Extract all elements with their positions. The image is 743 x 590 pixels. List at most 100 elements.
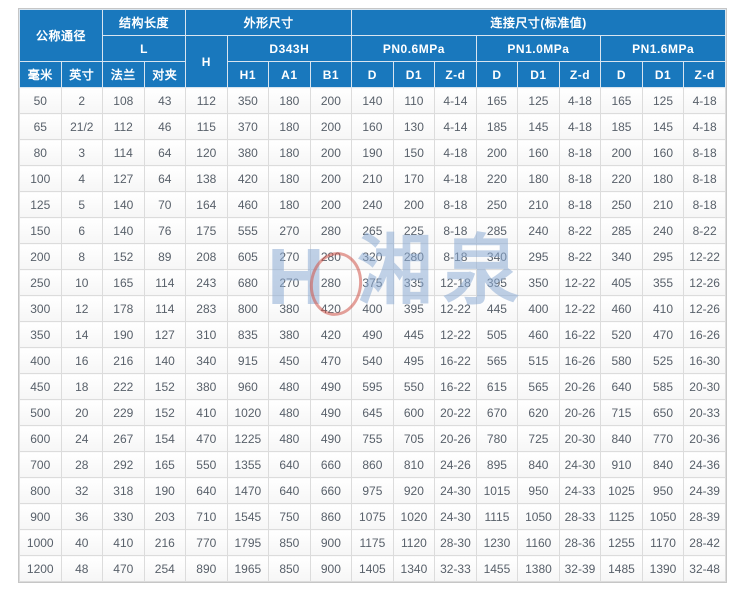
table-cell-B1: 660 <box>309 451 353 478</box>
table-cell-pn10_Zd: 8-22 <box>558 217 602 244</box>
table-cell-B1: 900 <box>309 555 353 582</box>
table-cell-H: 380 <box>185 373 228 400</box>
table-cell-B1: 900 <box>309 529 353 556</box>
table-cell-H: 208 <box>185 243 228 270</box>
table-cell-pn16_D1: 1170 <box>641 529 685 556</box>
table-cell-H1: 605 <box>226 243 270 270</box>
table-cell-H1: 555 <box>226 217 270 244</box>
table-cell-pn16_D: 640 <box>600 373 643 400</box>
table-cell-L_wafer: 140 <box>143 347 187 374</box>
table-cell-A1: 850 <box>268 529 311 556</box>
table-cell-pn10_Zd: 32-39 <box>558 555 602 582</box>
table-cell-pn06_D1: 130 <box>392 113 436 140</box>
header-cell: H1 <box>226 61 270 88</box>
table-cell-pn16_D: 1025 <box>600 477 643 504</box>
table-cell-pn10_D1: 460 <box>517 321 560 348</box>
table-cell-B1: 420 <box>309 295 353 322</box>
header-cell: Z-d <box>434 61 477 88</box>
table-row: 350 14 190 127 310 835 380 420 490 445 12-22 505 460… <box>19 321 726 348</box>
table-cell-pn16_Zd: 8-22 <box>683 217 726 244</box>
table-cell-pn16_D: 520 <box>600 321 643 348</box>
table-cell-A1: 270 <box>268 243 311 270</box>
table-cell-dn_mm: 1000 <box>19 529 62 556</box>
table-cell-pn16_D1: 1050 <box>641 503 685 530</box>
header-cell: D1 <box>517 61 560 88</box>
header-cell: PN1.6MPa <box>600 35 726 62</box>
table-cell-pn16_D: 250 <box>600 191 643 218</box>
table-cell-pn06_D: 320 <box>351 243 394 270</box>
table-cell-A1: 480 <box>268 425 311 452</box>
table-cell-H1: 420 <box>226 165 270 192</box>
table-cell-H1: 680 <box>226 269 270 296</box>
table-cell-pn16_Zd: 4-18 <box>683 113 726 140</box>
table-cell-pn16_D1: 650 <box>641 399 685 426</box>
table-cell-pn06_Zd: 12-22 <box>434 321 477 348</box>
table-cell-H: 112 <box>185 87 228 114</box>
table-row: 1000 40 410 216 770 1795 850 900 1175 1120 28-30 12… <box>19 529 726 556</box>
table-cell-pn06_D: 755 <box>351 425 394 452</box>
table-cell-B1: 200 <box>309 113 353 140</box>
table-cell-pn10_Zd: 4-18 <box>558 87 602 114</box>
table-cell-pn06_D: 265 <box>351 217 394 244</box>
table-cell-pn16_D: 165 <box>600 87 643 114</box>
table-cell-pn16_Zd: 20-33 <box>683 399 726 426</box>
table-cell-pn10_D: 1115 <box>475 503 519 530</box>
table-cell-pn06_D1: 1020 <box>392 503 436 530</box>
table-cell-pn10_Zd: 24-30 <box>558 451 602 478</box>
table-cell-pn10_D: 340 <box>475 243 519 270</box>
table-cell-L_wafer: 89 <box>143 243 187 270</box>
table-cell-A1: 380 <box>268 321 311 348</box>
table-cell-pn06_D: 210 <box>351 165 394 192</box>
table-cell-pn16_Zd: 28-42 <box>683 529 726 556</box>
table-cell-H: 550 <box>185 451 228 478</box>
table-cell-dn_inch: 16 <box>60 347 104 374</box>
table-cell-dn_mm: 900 <box>19 503 62 530</box>
table-cell-pn16_Zd: 12-22 <box>683 243 726 270</box>
table-cell-dn_mm: 450 <box>19 373 62 400</box>
header-row: 公称通径 结构长度 外形尺寸 连接尺寸(标准值) <box>18 9 726 62</box>
table-cell-pn16_D1: 840 <box>641 451 685 478</box>
table-cell-pn10_D1: 180 <box>517 165 560 192</box>
table-cell-pn10_Zd: 28-36 <box>558 529 602 556</box>
table-cell-dn_mm: 1200 <box>19 555 62 582</box>
header-cell: H <box>185 35 228 88</box>
table-cell-H1: 1225 <box>226 425 270 452</box>
table-cell-pn10_D: 1230 <box>475 529 519 556</box>
table-cell-H: 410 <box>185 399 228 426</box>
table-cell-L_flange: 108 <box>102 87 145 114</box>
header-cell: 公称通径 <box>18 9 104 62</box>
table-cell-pn16_Zd: 24-36 <box>683 451 726 478</box>
table-cell-L_wafer: 70 <box>143 191 187 218</box>
header-cell: 毫米 <box>19 61 62 88</box>
table-cell-L_flange: 140 <box>102 191 145 218</box>
table-row: 50 2 108 43 112 350 180 200 140 110 4-14 165 125 4-18… <box>19 87 726 114</box>
table-row: 65 21/2 112 46 115 370 180 200 160 130 4-14 185 145 4… <box>19 113 726 140</box>
table-cell-pn10_D1: 125 <box>517 87 560 114</box>
table-cell-H1: 460 <box>226 191 270 218</box>
table-cell-H: 243 <box>185 269 228 296</box>
table-cell-pn10_Zd: 4-18 <box>558 113 602 140</box>
header-cell: 对夹 <box>143 61 187 88</box>
table-cell-pn06_D: 860 <box>351 451 394 478</box>
header-cell: D1 <box>392 61 436 88</box>
table-cell-H: 890 <box>185 555 228 582</box>
table-cell-L_wafer: 216 <box>143 529 187 556</box>
table-cell-pn06_D1: 705 <box>392 425 436 452</box>
table-row: 250 10 165 114 243 680 270 280 375 335 12-18 395 350… <box>19 269 726 296</box>
table-cell-pn06_D1: 110 <box>392 87 436 114</box>
table-cell-pn10_Zd: 16-22 <box>558 321 602 348</box>
table-cell-L_wafer: 43 <box>143 87 187 114</box>
table-cell-pn10_D: 165 <box>475 87 519 114</box>
table-cell-dn_mm: 50 <box>19 87 62 114</box>
table-cell-pn06_Zd: 16-22 <box>434 347 477 374</box>
table-row: 400 16 216 140 340 915 450 470 540 495 16-22 565 515… <box>19 347 726 374</box>
table-cell-L_flange: 216 <box>102 347 145 374</box>
table-cell-dn_mm: 500 <box>19 399 62 426</box>
table-cell-pn06_Zd: 8-18 <box>434 191 477 218</box>
table-cell-B1: 490 <box>309 373 353 400</box>
table-cell-pn06_D1: 280 <box>392 243 436 270</box>
table-cell-dn_mm: 700 <box>19 451 62 478</box>
table-cell-H1: 1355 <box>226 451 270 478</box>
table-cell-pn06_Zd: 12-18 <box>434 269 477 296</box>
table-cell-pn06_Zd: 8-18 <box>434 243 477 270</box>
